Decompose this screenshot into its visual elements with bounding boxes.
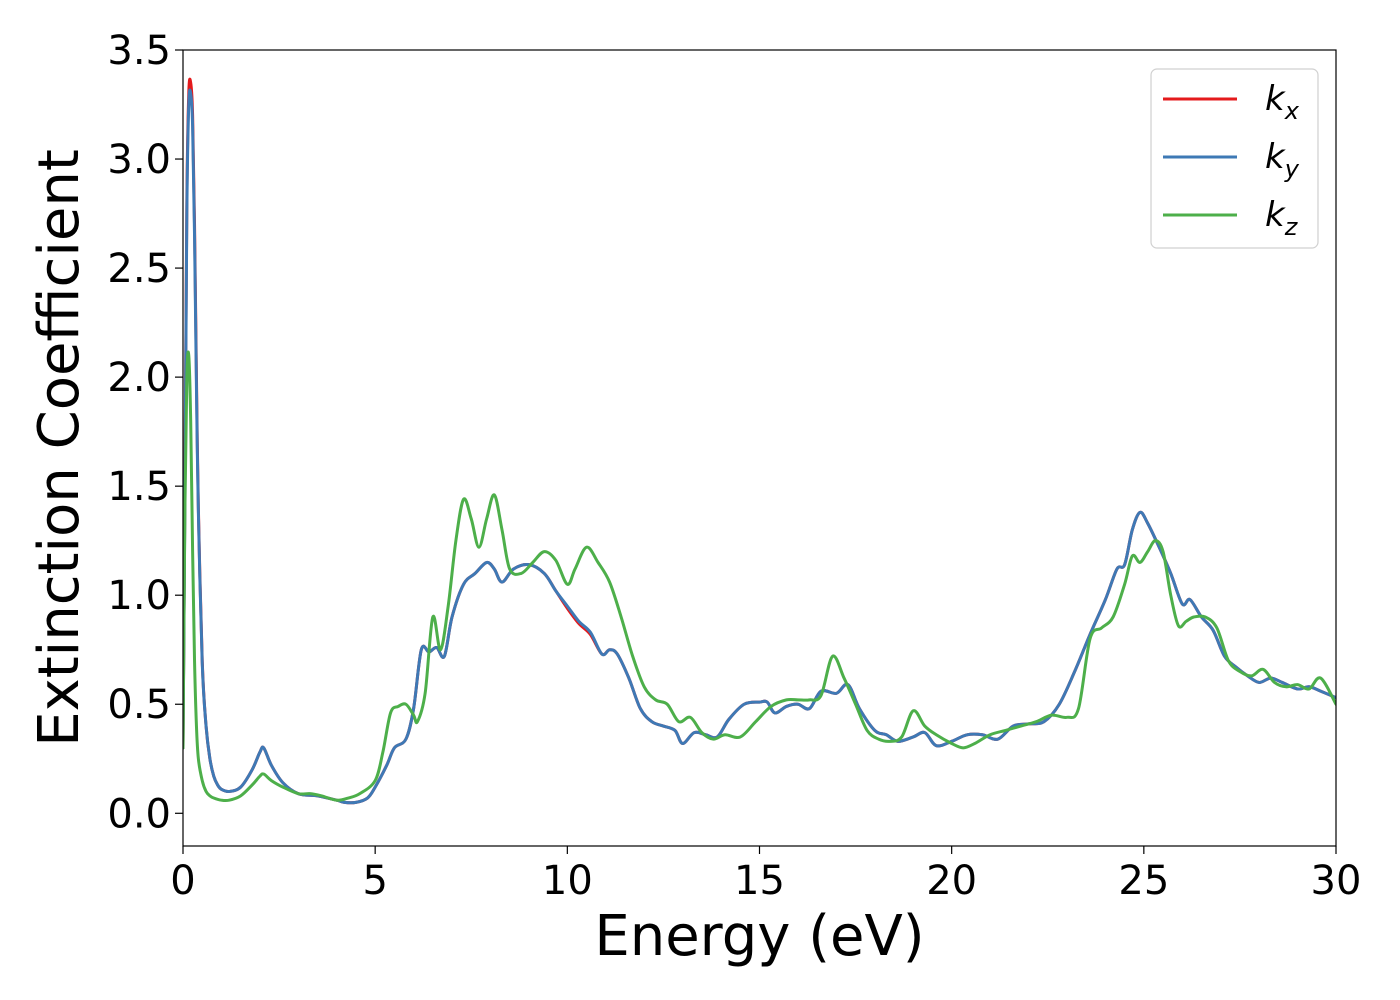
y-tick-label: 0.5 [107,682,171,728]
series-line-k-y [183,88,1336,805]
legend-entry-k-x: kx [1265,79,1300,125]
x-tick-label: 30 [1311,858,1362,904]
legend-entry-k-z: kz [1265,195,1299,241]
y-tick-label: 0.0 [107,791,171,837]
x-tick-label: 20 [926,858,977,904]
y-tick-label: 1.5 [107,464,171,510]
series-layer [183,77,1336,805]
x-tick-label: 15 [734,858,785,904]
x-axis-label: Energy (eV) [594,904,924,969]
series-line-k-z [183,350,1336,803]
x-tick-label: 25 [1118,858,1169,904]
x-tick-label: 0 [170,858,195,904]
x-tick-label: 5 [362,858,387,904]
x-axis: 0 5 10 15 20 25 30 [170,846,1361,904]
y-tick-label: 2.5 [107,246,171,292]
y-tick-label: 3.5 [107,28,171,74]
y-tick-label: 2.0 [107,355,171,401]
x-tick-label: 10 [542,858,593,904]
legend-entry-k-y: ky [1265,137,1300,183]
y-tick-label: 1.0 [107,573,171,619]
y-tick-label: 3.0 [107,137,171,183]
y-axis-label: Extinction Coefficient [27,149,92,747]
y-axis: 0.0 0.5 1.0 1.5 2.0 2.5 3.0 3.5 [107,28,183,837]
legend: kx ky kz [1150,68,1319,249]
